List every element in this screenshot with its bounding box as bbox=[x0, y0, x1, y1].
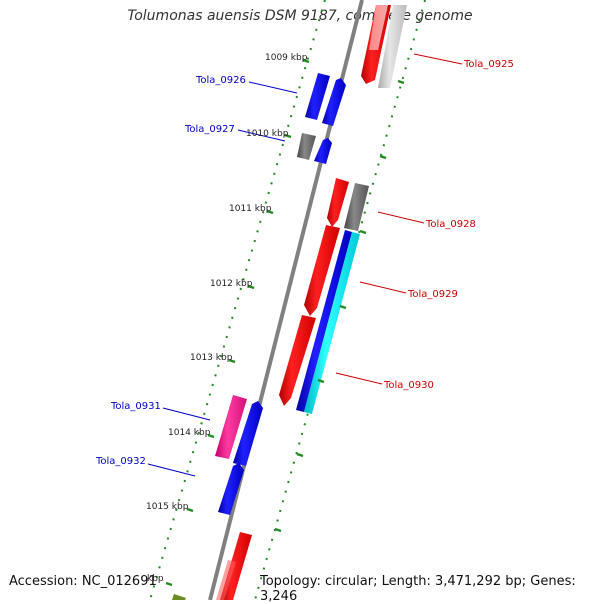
tick-mark-inner bbox=[359, 229, 367, 235]
gene-label-tola-0929[interactable]: Tola_0929 bbox=[407, 289, 458, 300]
feature-blue-strip bbox=[296, 230, 352, 412]
leader-tola-0932 bbox=[147, 463, 196, 477]
tick-label-1009: 1009 kbp bbox=[265, 53, 308, 63]
tick-label-1011: 1011 kbp bbox=[229, 204, 272, 214]
leader-tola-0927 bbox=[237, 129, 286, 142]
tick-label-1010: 1010 kbp bbox=[246, 129, 289, 139]
gene-tola-0931-a bbox=[215, 395, 247, 459]
gene-tola-0927-b bbox=[314, 138, 332, 164]
gene-tola-0932 bbox=[218, 463, 244, 515]
gene-label-tola-0928[interactable]: Tola_0928 bbox=[425, 219, 476, 230]
tick-mark-outer bbox=[228, 358, 236, 364]
tick-label-1015: 1015 kbp bbox=[146, 502, 189, 512]
leader-tola-0926 bbox=[248, 81, 298, 94]
tick-mark-outer bbox=[284, 133, 292, 139]
tick-mark-outer bbox=[207, 433, 215, 439]
tick-mark-inner bbox=[296, 452, 304, 458]
tick-mark-inner bbox=[339, 304, 347, 310]
tick-mark-inner bbox=[317, 378, 325, 384]
tick-label-partial: kbp bbox=[147, 574, 164, 584]
leader-tola-0928 bbox=[377, 211, 425, 224]
tick-label-1014: 1014 kbp bbox=[168, 428, 211, 438]
tick-mark-inner bbox=[379, 154, 387, 160]
tick-mark-inner bbox=[274, 527, 282, 533]
gene-tola-0926-a bbox=[305, 73, 330, 120]
leader-tola-0925 bbox=[413, 53, 463, 65]
tick-label-1013: 1013 kbp bbox=[190, 353, 233, 363]
tick-mark-inner bbox=[397, 79, 405, 85]
tick-mark-outer bbox=[266, 209, 274, 215]
tick-mark-outer bbox=[165, 581, 173, 587]
tick-marks bbox=[165, 58, 405, 587]
gene-label-tola-0925[interactable]: Tola_0925 bbox=[463, 59, 514, 70]
feature-cyan-strip bbox=[304, 232, 360, 414]
tick-mark-outer bbox=[186, 507, 194, 513]
gene-tola-0928-b bbox=[344, 183, 369, 231]
gene-label-tola-0927[interactable]: Tola_0927 bbox=[184, 124, 235, 135]
feature-bottom-red-b bbox=[216, 560, 236, 600]
accession-label: Accession: NC_012691 bbox=[9, 574, 157, 589]
tick-label-1012: 1012 kbp bbox=[210, 279, 253, 289]
gene-tola-0926-b bbox=[322, 78, 346, 126]
gene-label-tola-0931[interactable]: Tola_0931 bbox=[110, 401, 161, 412]
tick-mark-outer bbox=[247, 284, 255, 290]
feature-faded-grey bbox=[378, 5, 407, 88]
leader-tola-0931 bbox=[162, 407, 211, 421]
gene-label-tola-0926[interactable]: Tola_0926 bbox=[195, 75, 246, 86]
gene-tola-0929 bbox=[304, 225, 340, 316]
tick-mark-outer bbox=[302, 58, 310, 64]
feature-olive bbox=[172, 594, 186, 600]
gene-tola-0930 bbox=[279, 315, 316, 406]
gene-tola-0927-a bbox=[297, 133, 316, 160]
gene-tola-0931-b bbox=[233, 401, 263, 466]
gene-label-tola-0930[interactable]: Tola_0930 bbox=[383, 380, 434, 391]
gene-tola-0928-a bbox=[327, 178, 349, 227]
gene-label-tola-0932[interactable]: Tola_0932 bbox=[95, 456, 146, 467]
leader-tola-0930 bbox=[335, 372, 383, 385]
scale-line-outer bbox=[149, 0, 326, 600]
feature-faded-pink bbox=[369, 5, 388, 50]
leader-tola-0929 bbox=[359, 281, 407, 294]
